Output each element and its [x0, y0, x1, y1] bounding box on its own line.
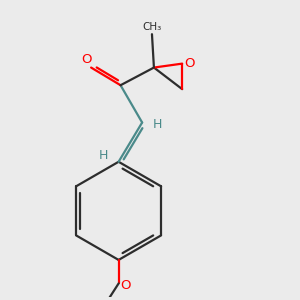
Text: O: O	[184, 57, 194, 70]
Text: CH₃: CH₃	[142, 22, 162, 32]
Text: H: H	[99, 149, 108, 162]
Text: O: O	[81, 52, 92, 66]
Text: O: O	[121, 279, 131, 292]
Text: H: H	[152, 118, 162, 131]
